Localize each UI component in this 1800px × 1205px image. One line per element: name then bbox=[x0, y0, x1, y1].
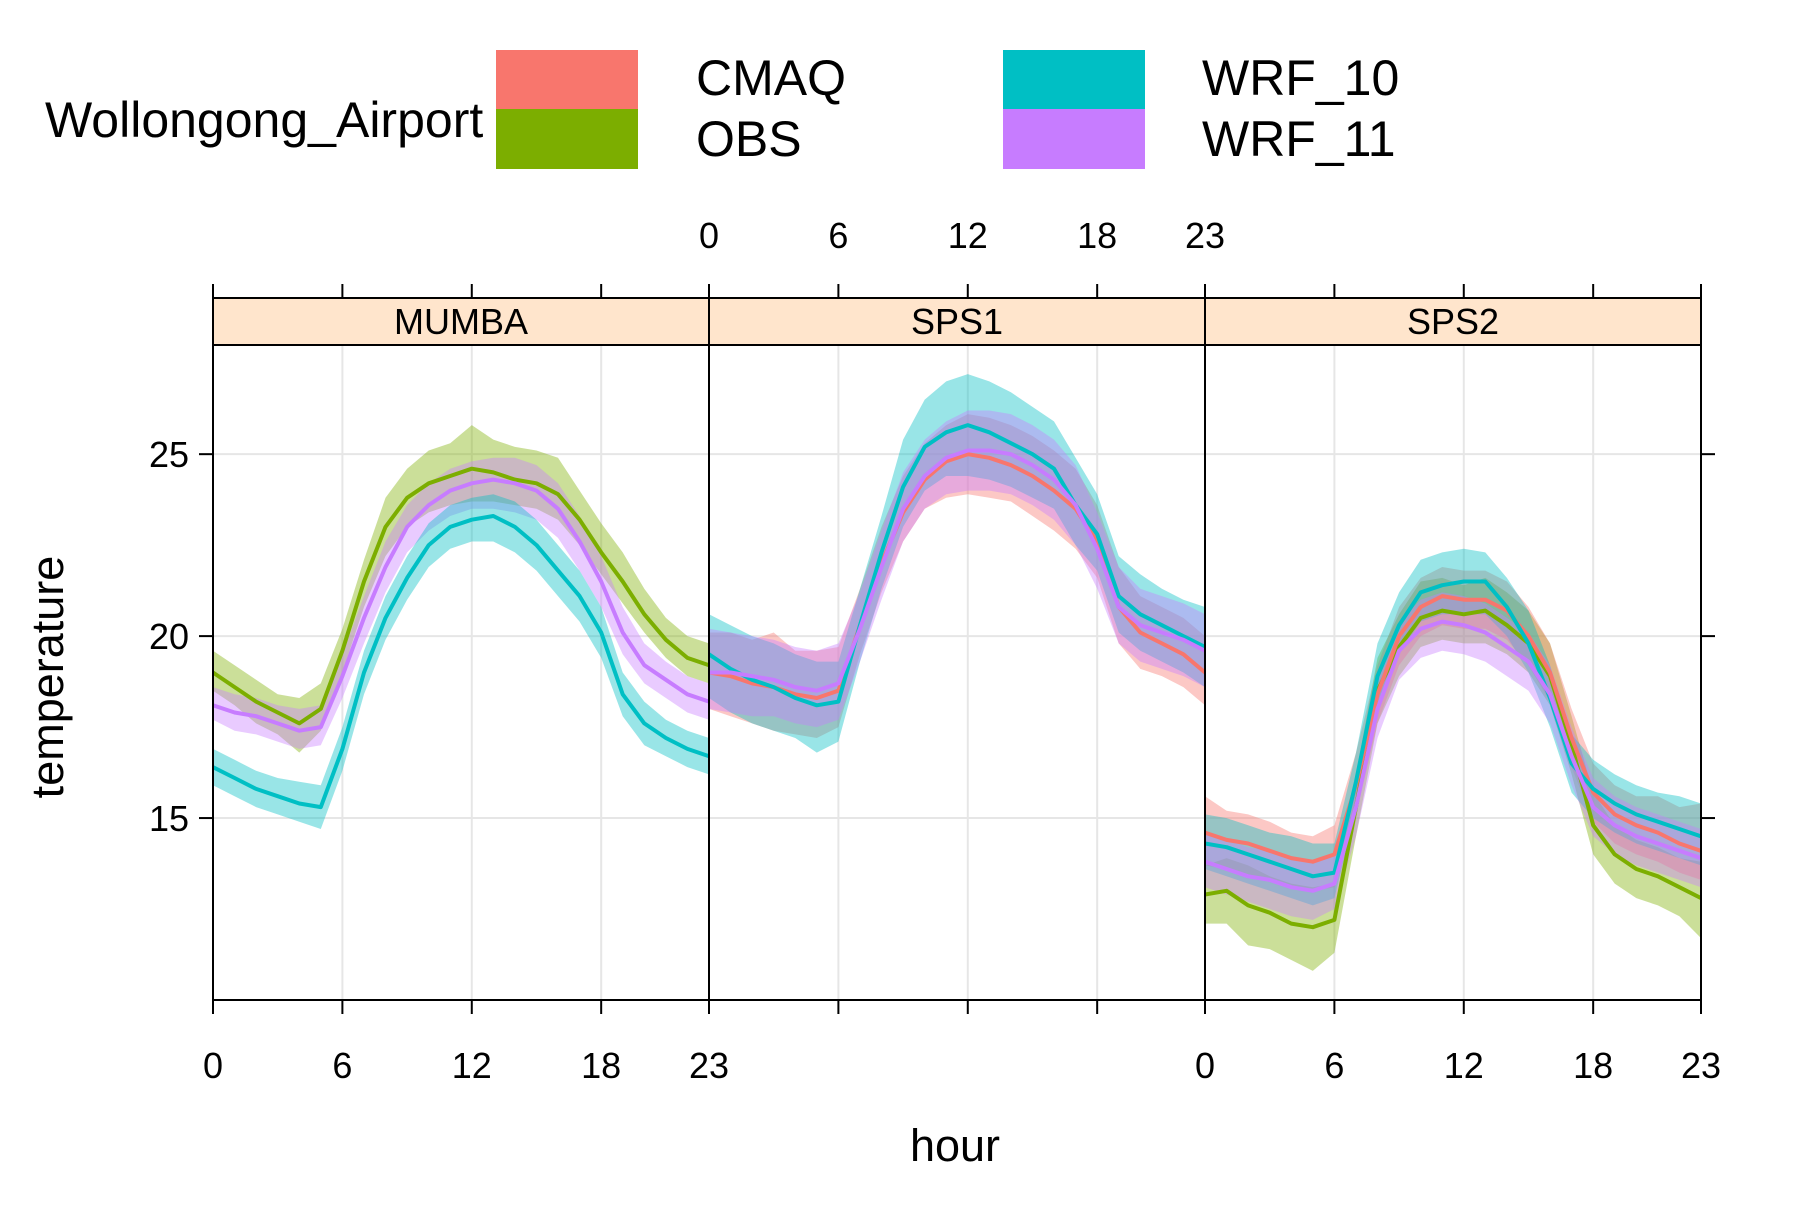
ribbon-wrf-11 bbox=[1205, 592, 1701, 920]
panel-data bbox=[709, 374, 1205, 753]
legend-swatch-cmaq bbox=[496, 50, 638, 110]
x-tick-label-top: 0 bbox=[699, 215, 719, 256]
strip-mumba bbox=[212, 297, 710, 346]
series-line-obs bbox=[213, 466, 709, 726]
x-tick-label-bottom: 0 bbox=[203, 1045, 223, 1086]
x-tick-label-top: 12 bbox=[948, 215, 988, 256]
ribbon-wrf-11 bbox=[709, 410, 1205, 728]
x-tick-label-top: 23 bbox=[1185, 215, 1225, 256]
x-tick-label-bottom: 6 bbox=[332, 1045, 352, 1086]
ribbon-obs bbox=[1205, 577, 1701, 971]
ribbon-cmaq bbox=[709, 414, 1205, 738]
strip-label-sps2: SPS2 bbox=[1407, 301, 1499, 342]
axes: 0 6 12 18 23 0 6 12 18 23 0 6 12 18 23 15 20 25 bbox=[149, 215, 1721, 1086]
legend-swatch-obs bbox=[496, 109, 638, 169]
legend-title: Wollongong_Airport bbox=[45, 92, 483, 148]
legend-label-wrf-10: WRF_10 bbox=[1202, 50, 1399, 106]
strip-label-mumba: MUMBA bbox=[394, 301, 528, 342]
y-tick-label: 25 bbox=[149, 434, 189, 475]
series-line-wrf-10 bbox=[213, 514, 709, 810]
series-line-wrf-11 bbox=[213, 477, 709, 733]
x-tick-label-bottom: 23 bbox=[689, 1045, 729, 1086]
ribbon-wrf-10 bbox=[1205, 548, 1701, 906]
x-tick-label-bottom: 6 bbox=[1324, 1045, 1344, 1086]
x-tick-label-bottom: 18 bbox=[1573, 1045, 1613, 1086]
series-line-wrf-11 bbox=[1205, 619, 1701, 893]
series-line-wrf-10 bbox=[1205, 579, 1701, 879]
ribbon-wrf-10 bbox=[709, 374, 1205, 753]
series-line-cmaq bbox=[1205, 594, 1701, 864]
series-line-wrf-10 bbox=[709, 423, 1205, 708]
legend-label-obs: OBS bbox=[696, 111, 802, 167]
y-axis-title: temperature bbox=[22, 556, 73, 799]
panel-data bbox=[213, 425, 709, 829]
legend-label-wrf-11: WRF_11 bbox=[1202, 111, 1396, 167]
panel-mumba: MUMBA bbox=[212, 297, 710, 1001]
panel-data bbox=[1205, 548, 1701, 971]
x-tick-label-bottom: 23 bbox=[1681, 1045, 1721, 1086]
x-tick-label-bottom: 12 bbox=[1444, 1045, 1484, 1086]
strip-sps2 bbox=[1204, 297, 1702, 346]
x-tick-label-bottom: 18 bbox=[581, 1045, 621, 1086]
panel-frame-sps2 bbox=[1204, 344, 1702, 1001]
y-tick-label: 20 bbox=[149, 616, 189, 657]
series-line-obs bbox=[1205, 608, 1701, 930]
legend-swatch-wrf-10 bbox=[1003, 50, 1145, 110]
x-tick-label-top: 18 bbox=[1077, 215, 1117, 256]
x-tick-label-bottom: 12 bbox=[452, 1045, 492, 1086]
panel-sps1: SPS1 bbox=[708, 297, 1206, 1001]
legend-swatch-wrf-11 bbox=[1003, 109, 1145, 169]
x-tick-label-bottom: 0 bbox=[1195, 1045, 1215, 1086]
x-tick-label-top: 6 bbox=[828, 215, 848, 256]
panel-sps2: SPS2 bbox=[1204, 297, 1702, 1001]
legend-label-cmaq: CMAQ bbox=[696, 50, 846, 106]
y-tick-label: 15 bbox=[149, 798, 189, 839]
series-line-wrf-11 bbox=[709, 448, 1205, 693]
panels: MUMBA SPS1 SPS2 bbox=[212, 297, 1702, 1001]
strip-label-sps1: SPS1 bbox=[911, 301, 1003, 342]
x-axis-title: hour bbox=[910, 1120, 1000, 1171]
ribbon-wrf-10 bbox=[213, 494, 709, 829]
